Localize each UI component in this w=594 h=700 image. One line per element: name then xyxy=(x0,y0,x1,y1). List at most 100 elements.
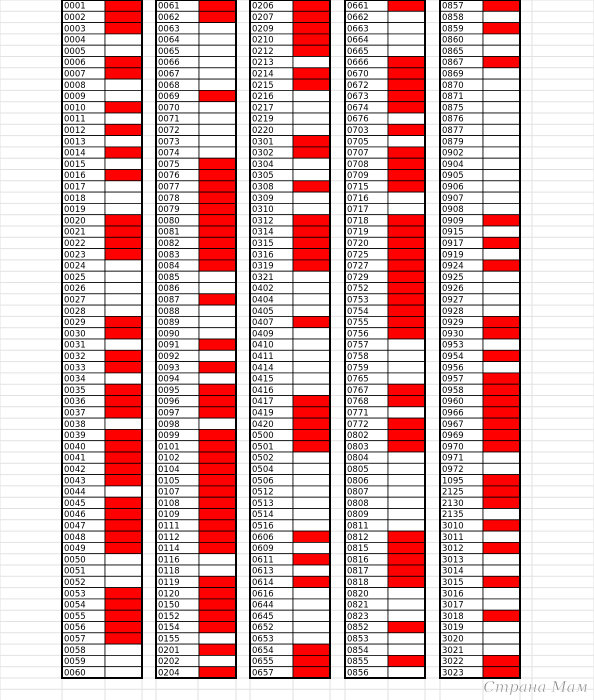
status-cell xyxy=(104,10,143,24)
code: 0865 xyxy=(442,47,464,57)
code: 0065 xyxy=(158,47,180,57)
status-cell xyxy=(292,146,331,159)
status-cell xyxy=(292,485,331,498)
status-cell xyxy=(387,90,426,103)
status-cell xyxy=(104,655,143,668)
status-cell xyxy=(104,180,143,193)
code: 0019 xyxy=(64,205,86,215)
code: 0803 xyxy=(347,442,369,452)
status-cell xyxy=(104,406,143,419)
status-cell xyxy=(292,643,331,656)
code: 0305 xyxy=(252,171,274,181)
code: 0213 xyxy=(252,58,274,68)
status-cell xyxy=(387,406,426,419)
status-cell xyxy=(198,214,237,227)
code: 0310 xyxy=(252,205,274,215)
code: 0204 xyxy=(158,668,180,678)
code: 0404 xyxy=(252,295,274,305)
code: 0807 xyxy=(347,488,369,498)
status-cell xyxy=(198,474,237,487)
status-cell xyxy=(292,632,331,645)
code: 0094 xyxy=(158,375,180,385)
code: 0031 xyxy=(64,341,86,351)
status-cell xyxy=(104,542,143,555)
status-cell xyxy=(387,372,426,385)
status-cell xyxy=(104,643,143,656)
code: 0925 xyxy=(442,273,464,283)
code: 0026 xyxy=(64,284,86,294)
code: 0010 xyxy=(64,103,86,113)
status-cell xyxy=(482,417,521,430)
code: 0875 xyxy=(442,103,464,113)
status-cell xyxy=(198,609,237,622)
code: 0502 xyxy=(252,454,274,464)
status-cell xyxy=(482,10,521,24)
code: 0109 xyxy=(158,510,180,520)
status-cell xyxy=(292,575,331,588)
status-cell xyxy=(292,496,331,509)
status-cell xyxy=(198,157,237,170)
code: 0609 xyxy=(252,544,274,554)
code: 0215 xyxy=(252,81,274,91)
status-cell xyxy=(387,496,426,509)
code: 0871 xyxy=(442,92,464,102)
status-cell xyxy=(104,496,143,509)
status-cell xyxy=(387,609,426,622)
code: 0811 xyxy=(347,521,369,531)
code: 2130 xyxy=(442,499,464,509)
code: 0759 xyxy=(347,363,369,373)
status-cell xyxy=(104,304,143,317)
status-cell xyxy=(482,315,521,329)
status-cell xyxy=(104,202,143,216)
status-cell xyxy=(104,361,143,374)
code: 0070 xyxy=(158,103,180,113)
code: 0804 xyxy=(347,454,369,464)
code: 0411 xyxy=(252,352,274,362)
code: 0767 xyxy=(347,386,369,396)
status-cell xyxy=(292,621,331,634)
code: 0718 xyxy=(347,216,369,226)
code: 0093 xyxy=(158,363,180,373)
status-cell xyxy=(387,214,426,227)
code: 0212 xyxy=(252,47,274,57)
status-cell xyxy=(482,33,521,46)
code: 0717 xyxy=(347,205,369,215)
status-cell xyxy=(104,236,143,250)
code: 0321 xyxy=(252,273,274,283)
status-cell xyxy=(292,101,331,114)
status-cell xyxy=(292,214,331,227)
status-cell xyxy=(198,236,237,250)
status-cell xyxy=(482,632,521,645)
status-cell xyxy=(387,169,426,182)
code: 0044 xyxy=(64,488,86,498)
code: 0772 xyxy=(347,420,369,430)
code: 0047 xyxy=(64,521,86,531)
status-cell xyxy=(198,248,237,261)
code: 0906 xyxy=(442,182,464,192)
status-cell xyxy=(482,451,521,464)
status-cell xyxy=(292,440,331,453)
code: 1095 xyxy=(442,476,464,486)
status-cell xyxy=(292,169,331,182)
code: 0402 xyxy=(252,284,274,294)
status-cell xyxy=(104,22,143,35)
code: 0062 xyxy=(158,13,180,23)
status-cell xyxy=(482,270,521,283)
status-cell xyxy=(292,462,331,475)
code: 3015 xyxy=(442,578,464,588)
status-cell xyxy=(292,542,331,555)
status-cell xyxy=(387,361,426,374)
code: 0116 xyxy=(158,555,180,565)
code: 0076 xyxy=(158,171,180,181)
code: 3012 xyxy=(442,544,464,554)
code: 0765 xyxy=(347,375,369,385)
status-cell xyxy=(482,383,521,396)
code: 0725 xyxy=(347,250,369,260)
status-cell xyxy=(292,451,331,464)
code: 0001 xyxy=(64,2,86,12)
code: 0907 xyxy=(442,194,464,204)
code: 0820 xyxy=(347,589,369,599)
code: 0707 xyxy=(347,149,369,159)
code: 0114 xyxy=(158,544,180,554)
status-cell xyxy=(104,451,143,464)
